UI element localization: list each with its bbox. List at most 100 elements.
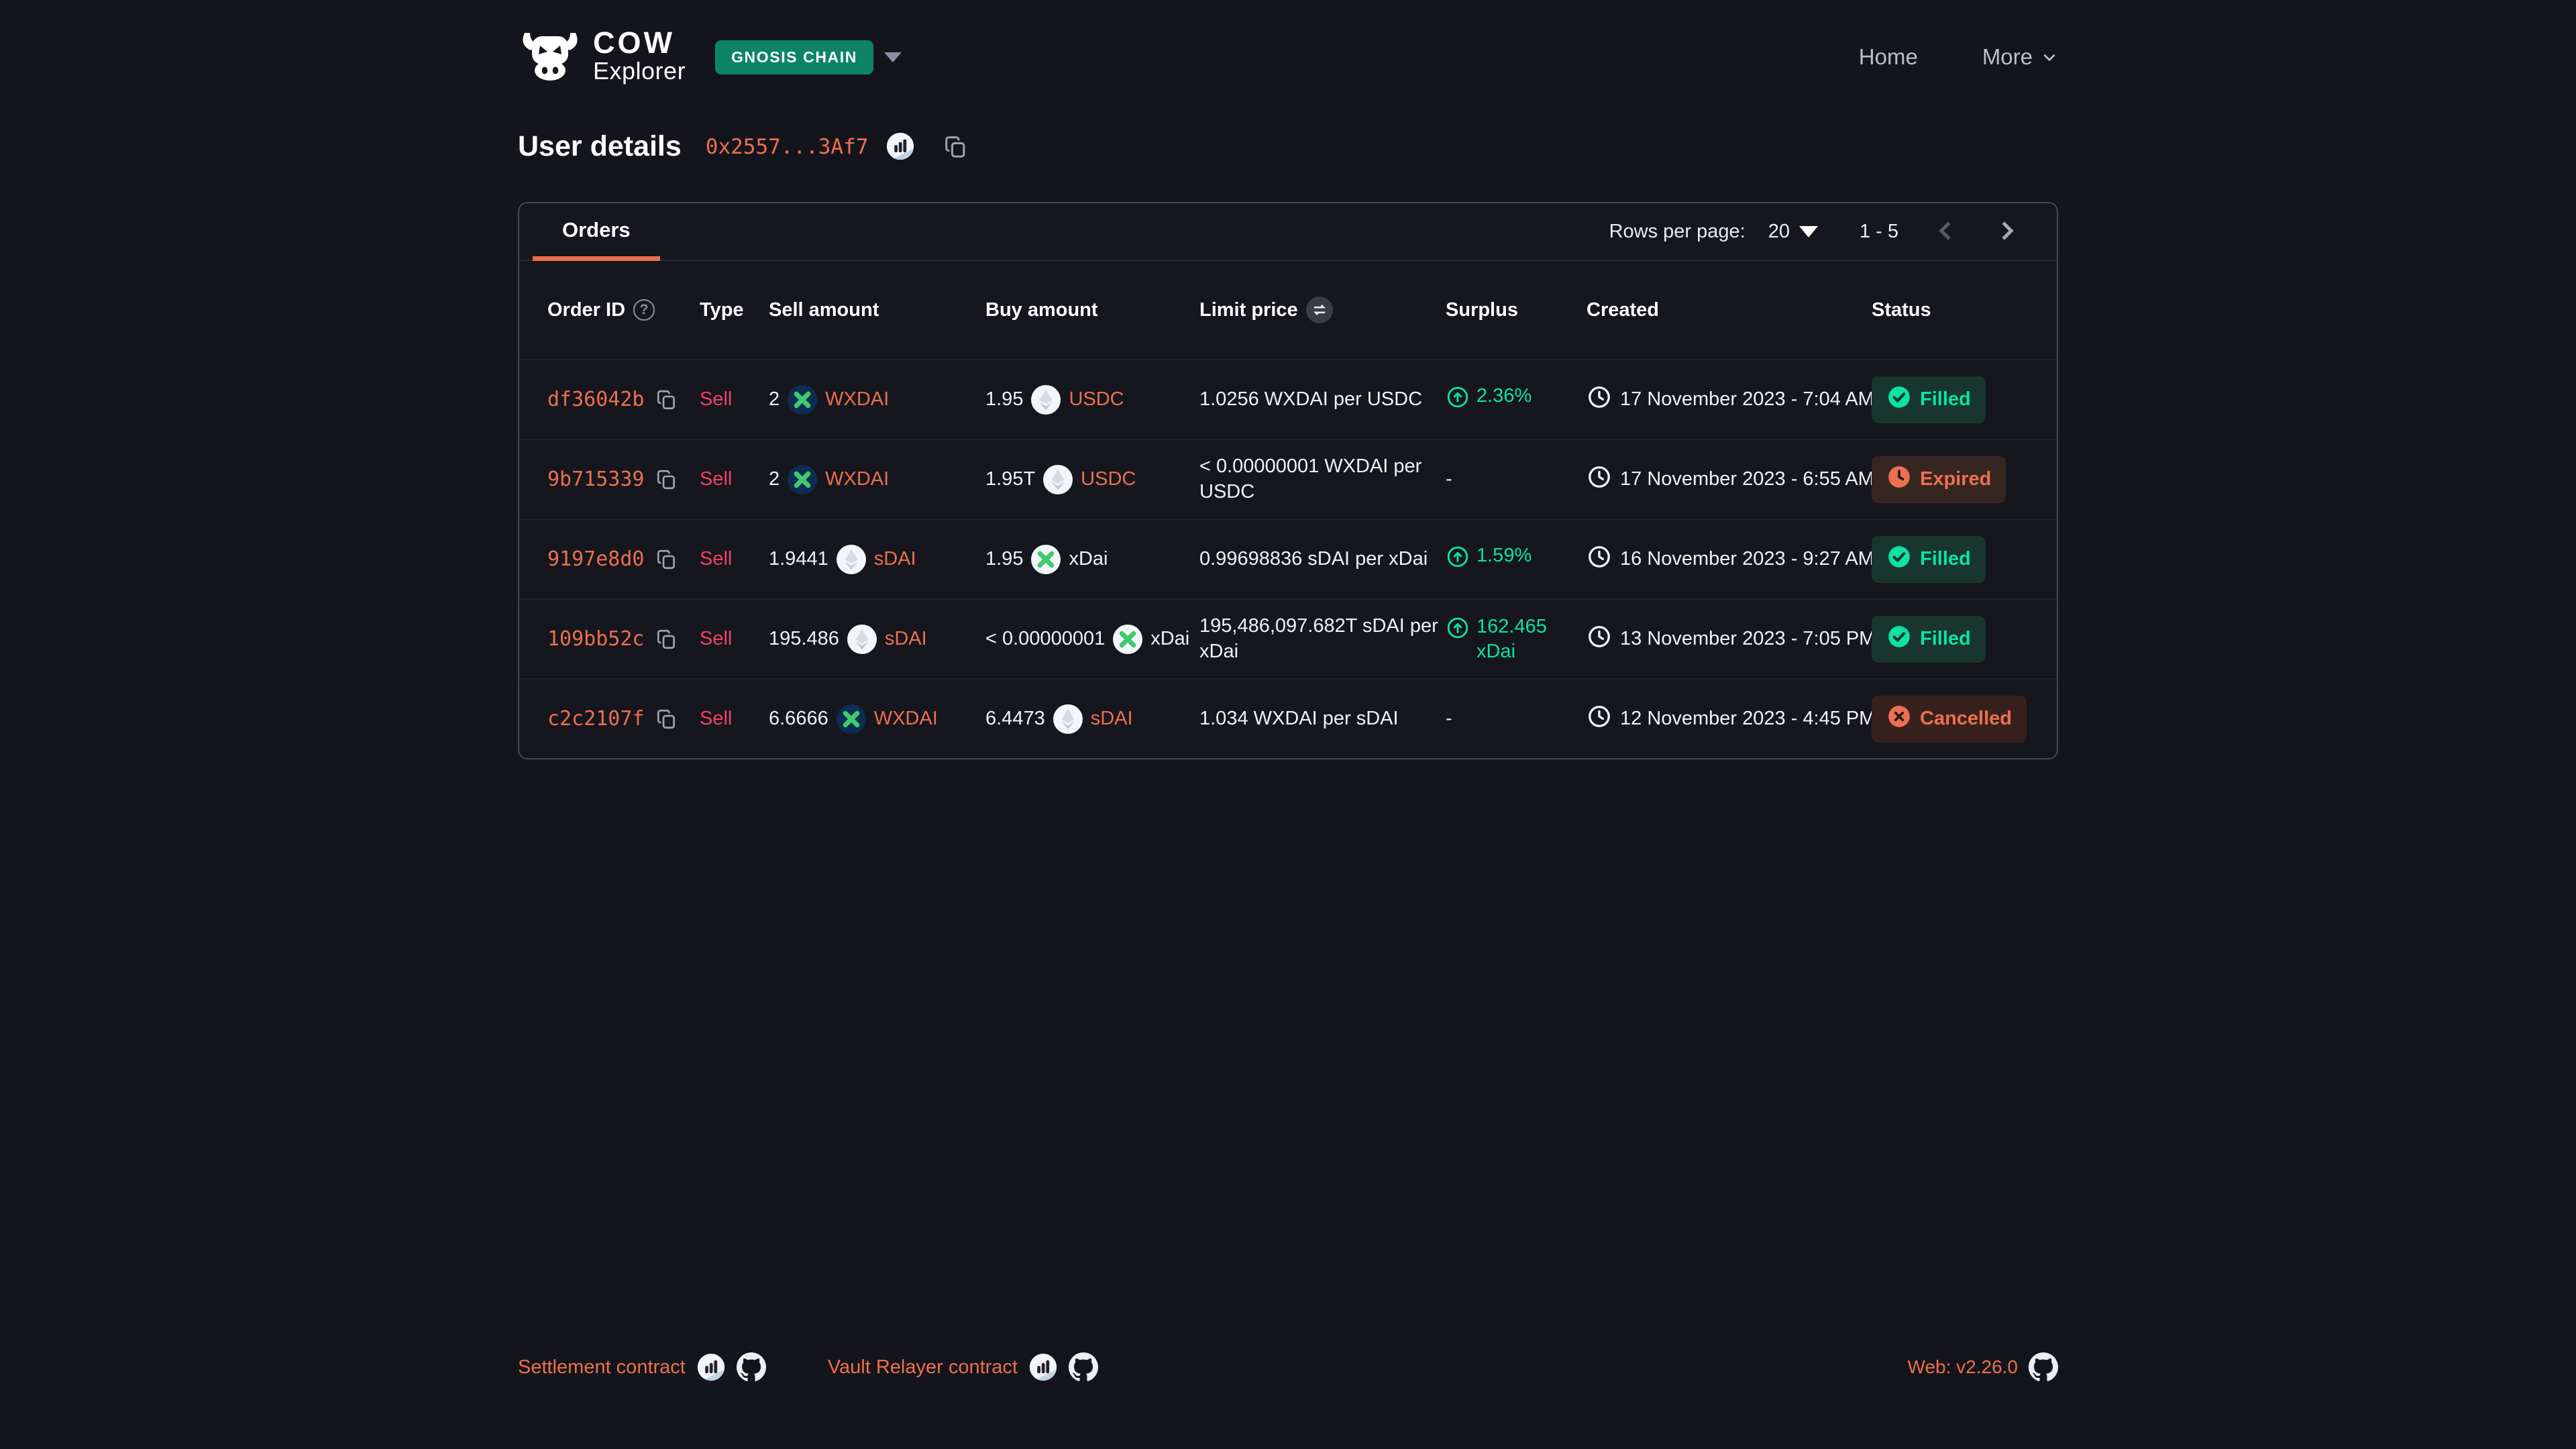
- surplus-value: -: [1446, 708, 1452, 730]
- logo-subtext: Explorer: [593, 57, 686, 85]
- wxdai-token-icon: [788, 464, 818, 494]
- github-icon[interactable]: [1069, 1352, 1098, 1382]
- column-order-id: Order ID ?: [547, 299, 700, 321]
- status-badge: Filled: [1872, 615, 1986, 663]
- copy-address-icon[interactable]: [943, 134, 969, 160]
- sell-amount-cell: 6.6666 WXDAI: [769, 704, 985, 734]
- status-filled-icon: [1886, 544, 1912, 575]
- table-row: 9b715339 Sell 2 WXDAI 1.95T USDC < 0.00000001 …: [519, 439, 2057, 519]
- next-page-button[interactable]: [1994, 218, 2019, 246]
- token-link[interactable]: sDAI: [1090, 708, 1133, 729]
- chevron-down-icon: [883, 52, 902, 62]
- created-value: 17 November 2023 - 7:04 AM: [1620, 388, 1874, 410]
- page-header: User details 0x2557...3Af7: [518, 130, 2058, 163]
- status-badge: Filled: [1872, 535, 1986, 583]
- xdai-token-icon: [1113, 624, 1143, 654]
- sell-amount-value: 2: [769, 388, 780, 410]
- status-label: Filled: [1920, 628, 1971, 649]
- buy-amount-cell: < 0.00000001 xDai: [985, 624, 1199, 654]
- created-value: 16 November 2023 - 9:27 AM: [1620, 548, 1874, 570]
- surplus-cell: -: [1446, 467, 1587, 491]
- github-icon[interactable]: [736, 1352, 766, 1382]
- main-nav: Home More: [1859, 44, 2058, 70]
- rows-per-page-select[interactable]: 20: [1768, 221, 1818, 243]
- wxdai-token-icon: [788, 384, 818, 415]
- status-filled-icon: [1886, 624, 1912, 655]
- page-title: User details: [518, 130, 682, 162]
- help-icon[interactable]: ?: [633, 299, 655, 321]
- limit-price-value: 1.034 WXDAI per sDAI: [1199, 707, 1399, 729]
- user-address-link[interactable]: 0x2557...3Af7: [705, 134, 869, 159]
- sell-amount-value: 2: [769, 468, 780, 490]
- nav-home-link[interactable]: Home: [1858, 44, 1918, 69]
- github-icon[interactable]: [2029, 1352, 2058, 1382]
- tab-orders[interactable]: Orders: [533, 203, 660, 261]
- order-type-label: Sell: [700, 548, 733, 570]
- eth-placeholder-token-icon: [1043, 464, 1073, 494]
- created-cell: 16 November 2023 - 9:27 AM: [1587, 544, 1874, 575]
- nav-more-link[interactable]: More: [1982, 44, 2058, 70]
- sell-amount-value: 195.486: [769, 628, 839, 649]
- order-id-link[interactable]: 9197e8d0: [547, 547, 645, 571]
- order-id-link[interactable]: df36042b: [547, 388, 645, 411]
- order-id-link[interactable]: 9b715339: [547, 468, 645, 491]
- status-label: Filled: [1920, 388, 1971, 410]
- status-cancelled-icon: [1886, 704, 1912, 735]
- buy-amount-cell: 1.95 xDai: [985, 544, 1199, 574]
- copy-order-id-icon[interactable]: [655, 628, 678, 651]
- surplus-value: 162.465 xDai: [1477, 616, 1547, 662]
- table-row: 109bb52c Sell 195.486 sDAI < 0.00000001 xDai 1…: [519, 598, 2057, 678]
- token-link[interactable]: sDAI: [884, 628, 927, 649]
- sell-amount-cell: 2 WXDAI: [769, 464, 985, 494]
- order-id-link[interactable]: 109bb52c: [547, 627, 645, 651]
- pagination-controls: Rows per page: 20 1 - 5: [1609, 203, 2057, 260]
- column-status: Status: [1872, 299, 1931, 321]
- settlement-contract-link[interactable]: Settlement contract: [518, 1356, 686, 1378]
- created-cell: 17 November 2023 - 6:55 AM: [1587, 464, 1874, 495]
- invert-price-icon[interactable]: [1305, 297, 1333, 323]
- table-header-row: Order ID ? Type Sell amount Buy amount L…: [519, 261, 2057, 359]
- token-link[interactable]: USDC: [1081, 468, 1136, 490]
- xdai-token-icon: [1031, 544, 1061, 574]
- blockscout-explorer-icon[interactable]: [696, 1352, 726, 1382]
- buy-amount-value: 1.95: [985, 388, 1024, 410]
- dropdown-arrow-icon: [1799, 225, 1818, 237]
- token-link[interactable]: WXDAI: [873, 708, 938, 729]
- web-version-link[interactable]: Web: v2.26.0: [1907, 1356, 2018, 1377]
- surplus-up-icon: [1446, 616, 1470, 646]
- network-selector[interactable]: GNOSIS CHAIN: [715, 40, 902, 74]
- surplus-up-icon: [1446, 385, 1470, 415]
- buy-amount-value: 1.95T: [985, 468, 1036, 490]
- status-badge: Expired: [1872, 455, 2006, 503]
- surplus-cell: 1.59%: [1446, 543, 1587, 575]
- order-type-label: Sell: [700, 708, 733, 729]
- token-link[interactable]: sDAI: [873, 548, 916, 570]
- created-cell: 12 November 2023 - 4:45 PM: [1587, 704, 1875, 735]
- clock-icon: [1587, 464, 1612, 495]
- clock-icon: [1587, 544, 1612, 575]
- sell-amount-cell: 195.486 sDAI: [769, 624, 985, 654]
- token-link[interactable]: WXDAI: [825, 468, 890, 490]
- vault-relayer-contract-link[interactable]: Vault Relayer contract: [827, 1356, 1018, 1378]
- cow-head-icon: [523, 33, 578, 80]
- previous-page-button[interactable]: [1933, 218, 1959, 246]
- column-buy-amount: Buy amount: [985, 299, 1098, 321]
- copy-order-id-icon[interactable]: [655, 388, 678, 411]
- limit-price-value: 0.99698836 sDAI per xDai: [1199, 547, 1428, 570]
- blockscout-explorer-icon[interactable]: [1028, 1352, 1058, 1382]
- surplus-value: -: [1446, 468, 1452, 490]
- surplus-value: 2.36%: [1477, 384, 1532, 407]
- sell-amount-value: 6.6666: [769, 708, 828, 729]
- cow-explorer-logo[interactable]: COW Explorer: [518, 28, 686, 86]
- buy-amount-cell: 1.95T USDC: [985, 464, 1199, 494]
- token-link[interactable]: USDC: [1069, 388, 1124, 410]
- status-label: Expired: [1920, 468, 1992, 490]
- token-link[interactable]: WXDAI: [825, 388, 890, 410]
- copy-order-id-icon[interactable]: [655, 548, 678, 571]
- order-id-link[interactable]: c2c2107f: [547, 707, 645, 731]
- copy-order-id-icon[interactable]: [655, 468, 678, 491]
- copy-order-id-icon[interactable]: [655, 708, 678, 731]
- blockscout-explorer-icon[interactable]: [885, 131, 916, 162]
- rows-per-page-value: 20: [1768, 220, 1790, 242]
- buy-amount-cell: 1.95 USDC: [985, 384, 1199, 415]
